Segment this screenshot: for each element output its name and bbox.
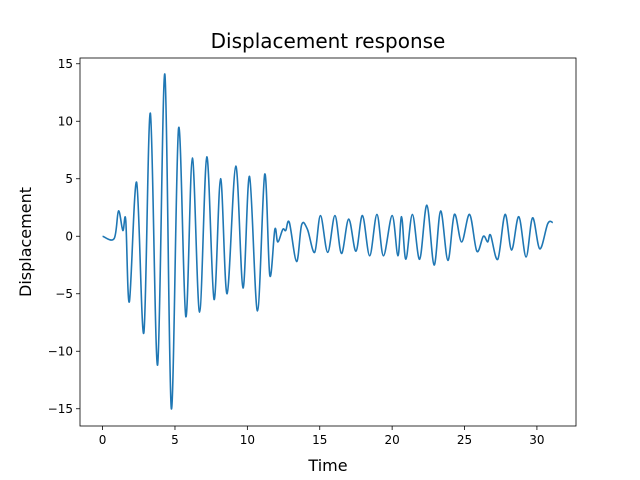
y-tick-label: −10 xyxy=(48,344,73,358)
chart-title: Displacement response xyxy=(211,29,446,53)
x-tick-label: 20 xyxy=(384,433,399,447)
x-tick-label: 0 xyxy=(99,433,107,447)
x-tick-label: 15 xyxy=(312,433,327,447)
y-axis-label: Displacement xyxy=(16,187,35,297)
y-tick-label: 15 xyxy=(58,57,73,71)
x-tick-label: 5 xyxy=(171,433,179,447)
y-tick-label: 5 xyxy=(65,172,73,186)
data-line xyxy=(102,73,554,410)
y-tick-label: −5 xyxy=(55,287,73,301)
x-tick-label: 25 xyxy=(457,433,472,447)
x-tick-label: 30 xyxy=(529,433,544,447)
plot-frame xyxy=(79,57,577,427)
y-tick-label: 10 xyxy=(58,114,73,128)
x-axis-label: Time xyxy=(307,456,347,475)
y-tick-label: −15 xyxy=(48,402,73,416)
x-tick-label: 10 xyxy=(240,433,255,447)
y-tick-label: 0 xyxy=(65,229,73,243)
